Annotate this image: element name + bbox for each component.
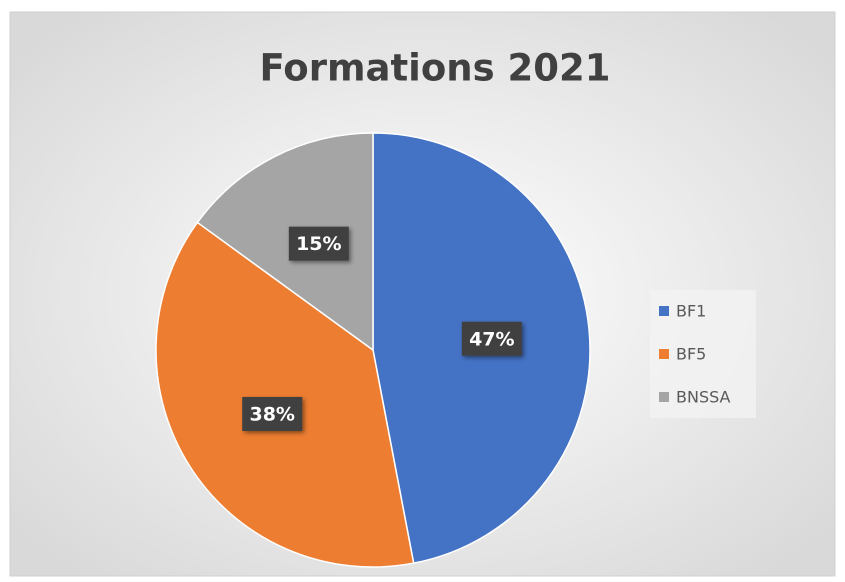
legend-label: BNSSA xyxy=(676,388,731,407)
data-label-box xyxy=(461,321,522,356)
pie-slice xyxy=(196,132,374,352)
data-label-box xyxy=(288,226,349,261)
data-label: 47% xyxy=(469,328,514,350)
legend-swatch xyxy=(659,306,669,316)
legend-label: BF5 xyxy=(676,345,706,364)
legend-label: BF1 xyxy=(676,302,706,321)
data-label: 38% xyxy=(249,403,294,425)
legend-swatch xyxy=(659,392,669,402)
pie-slice xyxy=(155,221,415,568)
legend-swatch xyxy=(659,349,669,359)
chart-title: Formations 2021 xyxy=(260,47,611,90)
data-label-box xyxy=(242,396,303,431)
data-label: 15% xyxy=(296,233,341,255)
